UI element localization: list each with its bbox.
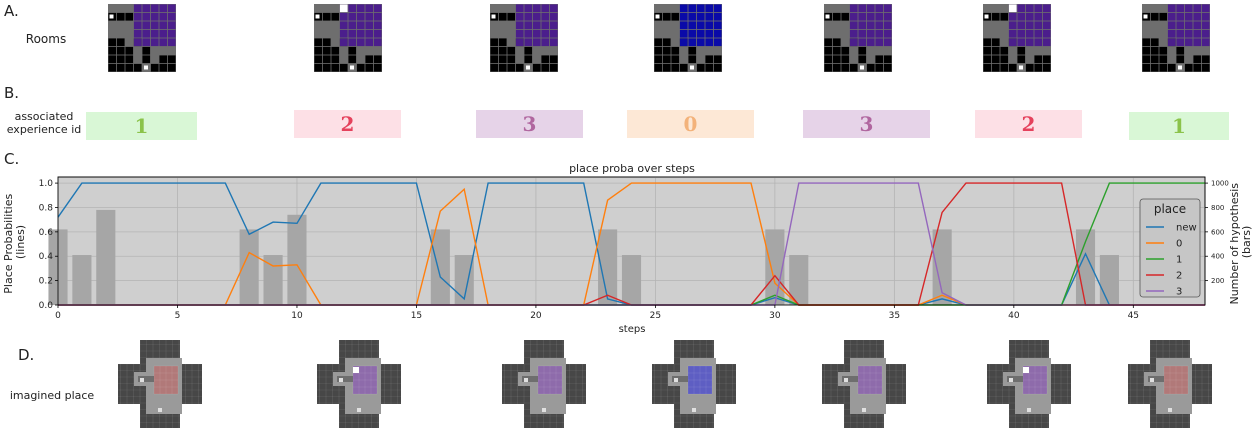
room-thumbnail bbox=[108, 4, 176, 72]
plot-frame bbox=[57, 176, 1206, 306]
y-tick-label: 0.6 bbox=[39, 228, 54, 238]
y-axis-label-line1: Place Probabilities bbox=[2, 194, 15, 294]
legend-entry-new: new bbox=[1176, 223, 1197, 234]
legend-entry-1: 1 bbox=[1176, 255, 1182, 266]
panel-b-label: B. bbox=[4, 84, 20, 102]
x-tick-label: 20 bbox=[530, 311, 542, 321]
experience-id-badge: 3 bbox=[803, 110, 930, 138]
room-thumbnail bbox=[983, 4, 1051, 72]
panel-c-label: C. bbox=[4, 150, 20, 168]
x-tick-label: 5 bbox=[175, 311, 181, 321]
x-tick-label: 30 bbox=[769, 311, 781, 321]
hypothesis-bar bbox=[621, 255, 642, 305]
hypothesis-bar bbox=[263, 255, 283, 305]
y2-tick-label: 1000 bbox=[1211, 180, 1229, 188]
x-tick-label: 0 bbox=[55, 311, 61, 321]
legend-box bbox=[1139, 198, 1201, 298]
y-axis-label: Place Probabilities (lines) bbox=[2, 190, 27, 293]
y2-tick-label: 200 bbox=[1211, 277, 1224, 285]
imagined-place-map bbox=[498, 338, 590, 430]
x-tick-label: 10 bbox=[291, 311, 303, 321]
y2-axis-label-line2: (bars) bbox=[1240, 226, 1253, 259]
hypothesis-bar bbox=[789, 255, 809, 305]
y-tick-label: 0.0 bbox=[39, 301, 54, 311]
experience-id-badge: 2 bbox=[975, 110, 1082, 138]
experience-row-label: associated experience id bbox=[4, 110, 84, 136]
experience-id-badge: 0 bbox=[627, 110, 754, 138]
panel-a-label: A. bbox=[4, 2, 19, 20]
experience-id-badge: 1 bbox=[1129, 112, 1229, 140]
room-thumbnail bbox=[1142, 4, 1210, 72]
imagined-place-map bbox=[818, 338, 910, 430]
x-tick-label: 15 bbox=[411, 311, 422, 321]
y2-tick-label: 600 bbox=[1211, 228, 1224, 236]
experience-id-badge: 1 bbox=[86, 112, 197, 140]
y-tick-label: 0.2 bbox=[39, 277, 53, 287]
hypothesis-bar bbox=[287, 214, 307, 305]
hypothesis-bar bbox=[72, 255, 92, 305]
hypothesis-bar bbox=[932, 229, 952, 305]
legend-entry-0: 0 bbox=[1176, 239, 1182, 250]
experience-id-badge: 2 bbox=[294, 110, 401, 138]
place-probability-chart: place proba over steps Place Probabiliti… bbox=[2, 162, 1253, 335]
y-axis-label-line2: (lines) bbox=[14, 225, 27, 259]
imagined-place-map bbox=[648, 338, 740, 430]
y-tick-label: 0.4 bbox=[39, 252, 54, 262]
y2-axis-label-line1: Number of hypothesis bbox=[1228, 183, 1241, 305]
legend-entry-2: 2 bbox=[1176, 271, 1182, 282]
imagined-row-label: imagined place bbox=[9, 389, 95, 402]
x-tick-label: 40 bbox=[1008, 311, 1020, 321]
hypothesis-bar bbox=[1099, 255, 1119, 305]
experience-label-line1: associated bbox=[14, 110, 74, 123]
imagined-place-map bbox=[313, 338, 405, 430]
chart-title: place proba over steps bbox=[569, 162, 695, 175]
experience-label-line2: experience id bbox=[6, 123, 82, 136]
x-axis-label: steps bbox=[619, 324, 646, 335]
y2-tick-label: 400 bbox=[1211, 253, 1224, 261]
y-tick-label: 1.0 bbox=[39, 179, 54, 189]
hypothesis-bar bbox=[598, 229, 618, 305]
legend-title: place bbox=[1154, 202, 1186, 216]
hypothesis-bar bbox=[430, 229, 450, 305]
x-tick-label: 45 bbox=[1128, 311, 1139, 321]
room-thumbnail bbox=[490, 4, 558, 72]
room-thumbnail bbox=[824, 4, 892, 72]
imagined-place-map bbox=[1124, 338, 1216, 430]
panel-d-label: D. bbox=[18, 346, 35, 364]
hypothesis-bar bbox=[96, 209, 116, 305]
room-thumbnail bbox=[654, 4, 722, 72]
y-tick-label: 0.8 bbox=[39, 203, 54, 213]
experience-id-badge: 3 bbox=[476, 110, 583, 138]
hypothesis-bar bbox=[454, 255, 474, 305]
hypothesis-bar bbox=[239, 229, 259, 305]
legend-entry-3: 3 bbox=[1176, 287, 1182, 298]
x-tick-label: 25 bbox=[650, 311, 661, 321]
y2-axis-label: Number of hypothesis (bars) bbox=[1228, 179, 1253, 304]
y2-tick-label: 800 bbox=[1211, 204, 1224, 212]
hypothesis-bar bbox=[1075, 229, 1096, 305]
imagined-place-map bbox=[983, 338, 1075, 430]
room-thumbnail bbox=[314, 4, 382, 72]
x-tick-label: 35 bbox=[889, 311, 900, 321]
rooms-row-label: Rooms bbox=[25, 32, 67, 46]
hypothesis-bar bbox=[765, 229, 785, 305]
imagined-place-map bbox=[114, 338, 206, 430]
